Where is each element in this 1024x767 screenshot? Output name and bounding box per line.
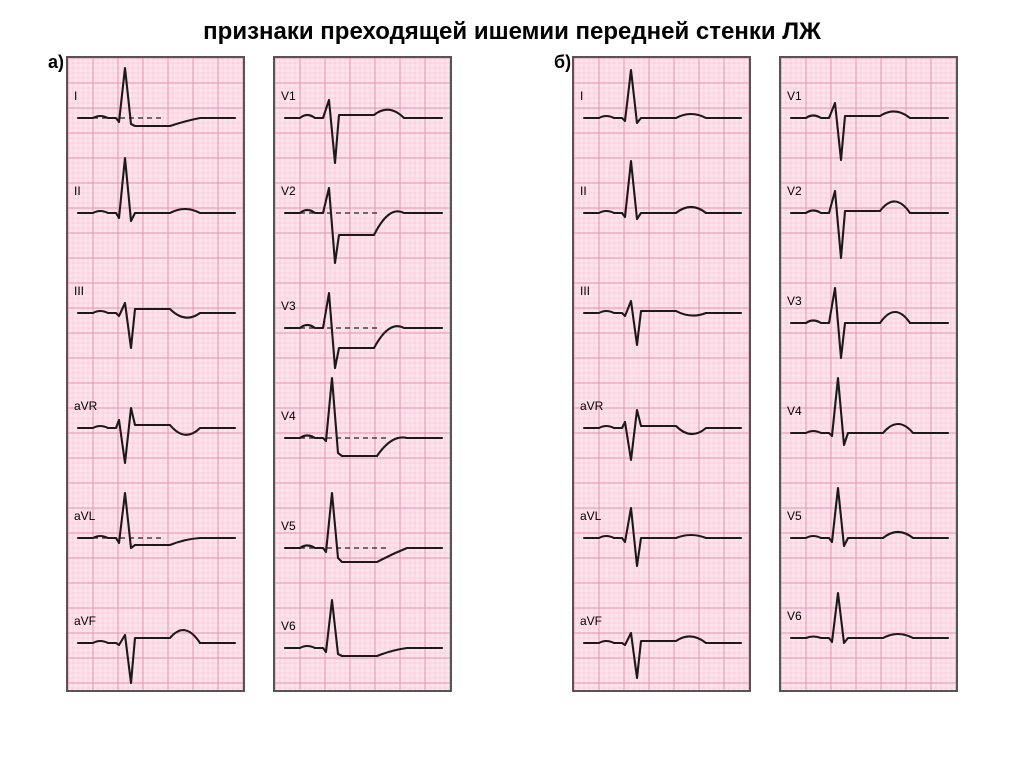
lead-label: V5 [787, 509, 802, 523]
lead-label: III [74, 284, 84, 298]
ecg-strip: IIIIIIaVRaVLaVF [66, 56, 245, 692]
ecg-group-a: а) IIIIIIaVRaVLaVF V1V2V3V4V5V6 [66, 56, 452, 692]
lead-label: aVF [74, 614, 96, 628]
lead-label: V2 [281, 184, 296, 198]
lead-label: V3 [787, 294, 802, 308]
lead-label: V2 [787, 184, 802, 198]
lead-label: V5 [281, 519, 296, 533]
ecg-group-b: б) IIIIIIaVRaVLaVF V1V2V3V4V5V6 [572, 56, 958, 692]
lead-label: I [74, 89, 77, 103]
ecg-panels-row: а) IIIIIIaVRaVLaVF V1V2V3V4V5V6б) IIIIII… [0, 56, 1024, 692]
lead-label: V1 [787, 89, 802, 103]
group-label: а) [48, 52, 64, 73]
group-label: б) [554, 52, 571, 73]
ecg-strip: V1 V2 V3 V4 V5 V6 [779, 56, 958, 692]
lead-label: aVL [580, 509, 602, 523]
lead-label: V6 [787, 609, 802, 623]
lead-label: I [580, 89, 583, 103]
lead-label: aVR [580, 399, 604, 413]
lead-label: V4 [281, 409, 296, 423]
lead-label: II [74, 184, 81, 198]
lead-label: aVL [74, 509, 96, 523]
lead-label: V1 [281, 89, 296, 103]
lead-label: II [580, 184, 587, 198]
lead-label: aVR [74, 399, 98, 413]
lead-label: aVF [580, 614, 602, 628]
lead-label: V3 [281, 299, 296, 313]
lead-label: V6 [281, 619, 296, 633]
page-title: признаки преходящей ишемии передней стен… [0, 0, 1024, 56]
lead-label: V4 [787, 404, 802, 418]
ecg-strip: V1 V2 V3 V4 V5 V6 [273, 56, 452, 692]
ecg-strip: IIIIIIaVRaVLaVF [572, 56, 751, 692]
lead-label: III [580, 284, 590, 298]
